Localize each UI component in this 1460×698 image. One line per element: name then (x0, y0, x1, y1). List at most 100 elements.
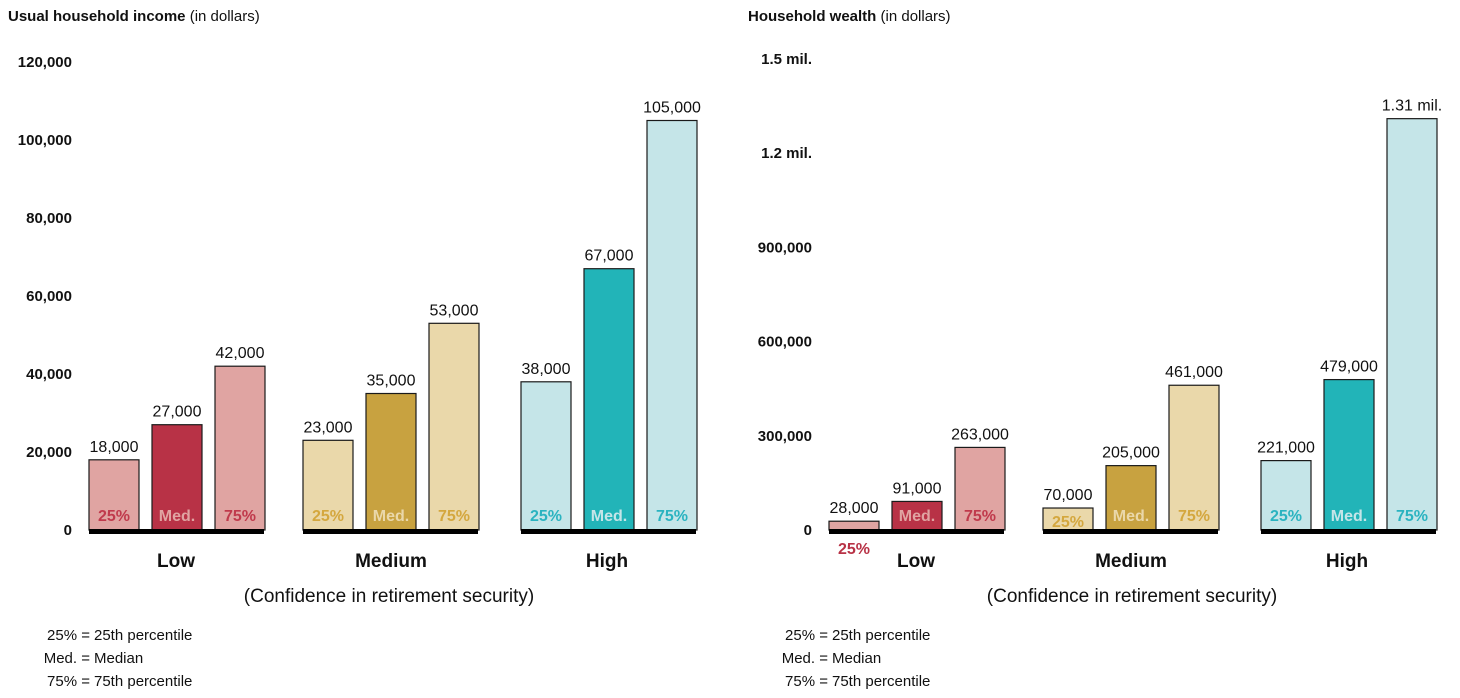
bar (1168, 384, 1220, 531)
legend-key: Med. = (43, 650, 90, 667)
legend-text: Median (832, 650, 882, 667)
group-baseline (1043, 529, 1218, 534)
bar-value-label: 35,000 (367, 373, 416, 390)
legend-key: 25% = (47, 627, 90, 644)
bar-value-label: 70,000 (1044, 487, 1093, 504)
group-baseline (521, 529, 696, 534)
bar-stat-label: 25% (1052, 514, 1084, 531)
y-tick-label: 20,000 (26, 444, 72, 461)
bar (428, 322, 480, 531)
bar-stat-label: 25% (1270, 508, 1302, 525)
bar-value-label: 105,000 (643, 100, 701, 117)
bar-value-label: 67,000 (585, 248, 634, 265)
y-tick-label: 40,000 (26, 366, 72, 383)
income-chart-panel: Usual household income (in dollars) 0 20,… (0, 0, 720, 698)
bar-stat-label: Med. (1331, 508, 1367, 525)
bar (88, 459, 140, 531)
bar (1105, 465, 1157, 531)
bar-value-label: 27,000 (153, 404, 202, 421)
bar-stat-label: Med. (899, 508, 935, 525)
legend-row: 25% = 25th percentile (766, 624, 930, 647)
bar-value-label: 38,000 (522, 361, 571, 378)
wealth-legend: 25% = 25th percentile Med. = Median 75% = 7… (766, 624, 931, 693)
bar (520, 381, 572, 531)
legend-text: 75th percentile (94, 673, 193, 690)
bar-value-label: 42,000 (216, 345, 265, 362)
group-baseline (89, 529, 264, 534)
y-tick-label: 60,000 (26, 288, 72, 305)
bar-value-label: 18,000 (90, 439, 139, 456)
legend-key: 25% = (785, 627, 828, 644)
y-tick-label: 0 (64, 522, 72, 539)
bar-stat-label: 25% (530, 508, 562, 525)
y-tick-label: 0 (804, 522, 812, 539)
legend-text: Median (94, 650, 144, 667)
y-tick-label: 120,000 (18, 54, 72, 71)
bar-value-label: 221,000 (1257, 440, 1315, 457)
y-tick-label: 1.5 mil. (761, 51, 812, 68)
y-tick-label: 900,000 (758, 239, 812, 256)
income-chart-title: Usual household income (in dollars) (8, 8, 260, 25)
bar-value-label: 461,000 (1165, 364, 1223, 381)
bar (954, 446, 1006, 531)
bar (365, 392, 417, 531)
bar-stat-label: 75% (438, 508, 470, 525)
bar (646, 119, 698, 531)
bar-stat-label: 75% (224, 508, 256, 525)
group-label: Medium (1095, 551, 1167, 572)
bar (1260, 460, 1312, 531)
y-tick-label: 600,000 (758, 334, 812, 351)
legend-text: 25th percentile (832, 627, 931, 644)
legend-key: 75% = (47, 673, 90, 690)
bar-value-label: 53,000 (430, 302, 479, 319)
legend-row: 75% = 75th percentile (28, 670, 192, 693)
bar-stat-label: Med. (373, 508, 409, 525)
legend-text: 25th percentile (94, 627, 193, 644)
y-tick-label: 300,000 (758, 428, 812, 445)
bar (828, 520, 880, 531)
bar (1323, 378, 1375, 531)
bar-stat-label: 25% (838, 541, 870, 558)
group-baseline (303, 529, 478, 534)
bar-stat-label: 75% (1396, 508, 1428, 525)
bar-value-label: 23,000 (304, 419, 353, 436)
wealth-chart-panel: Household wealth (in dollars) 0 300,000 60… (740, 0, 1460, 698)
income-title-unit: (in dollars) (189, 8, 260, 25)
bar-stat-label: 25% (98, 508, 130, 525)
bar-value-label: 28,000 (830, 500, 879, 517)
wealth-title-text: Household wealth (748, 8, 877, 25)
bar-stat-label: 75% (656, 508, 688, 525)
group-label: Medium (355, 551, 427, 572)
group-label: Low (897, 551, 935, 572)
bar (1386, 118, 1438, 531)
income-bar-chart: 0 20,000 40,000 60,000 80,000 100,000 120,000 1… (18, 54, 701, 607)
group-baseline (1261, 529, 1436, 534)
bar-stat-label: Med. (1113, 508, 1149, 525)
legend-row: Med. = Median (28, 647, 192, 670)
group-baseline (829, 529, 1004, 534)
x-axis-label: (Confidence in retirement security) (244, 586, 534, 607)
wealth-chart-title: Household wealth (in dollars) (748, 8, 951, 25)
x-axis-label: (Confidence in retirement security) (987, 586, 1277, 607)
group-label: High (586, 551, 628, 572)
legend-key: Med. = (781, 650, 828, 667)
bar (214, 365, 266, 531)
bar (151, 424, 203, 531)
legend-key: 75% = (785, 673, 828, 690)
legend-row: 75% = 75th percentile (766, 670, 930, 693)
bar-value-label: 263,000 (951, 426, 1009, 443)
legend-text: 75th percentile (832, 673, 931, 690)
bar-value-label: 91,000 (893, 480, 942, 497)
bar-stat-label: 75% (964, 508, 996, 525)
income-title-text: Usual household income (8, 8, 186, 25)
bar-stat-label: Med. (591, 508, 627, 525)
y-tick-label: 100,000 (18, 132, 72, 149)
group-label: Low (157, 551, 195, 572)
bar-stat-label: Med. (159, 508, 195, 525)
bar-value-label: 205,000 (1102, 445, 1160, 462)
bar-stat-label: 25% (312, 508, 344, 525)
y-tick-label: 80,000 (26, 210, 72, 227)
legend-row: 25% = 25th percentile (28, 624, 192, 647)
wealth-bar-chart: 0 300,000 600,000 900,000 1.2 mil. 1.5 mil. 28… (758, 51, 1442, 607)
y-tick-label: 1.2 mil. (761, 145, 812, 162)
